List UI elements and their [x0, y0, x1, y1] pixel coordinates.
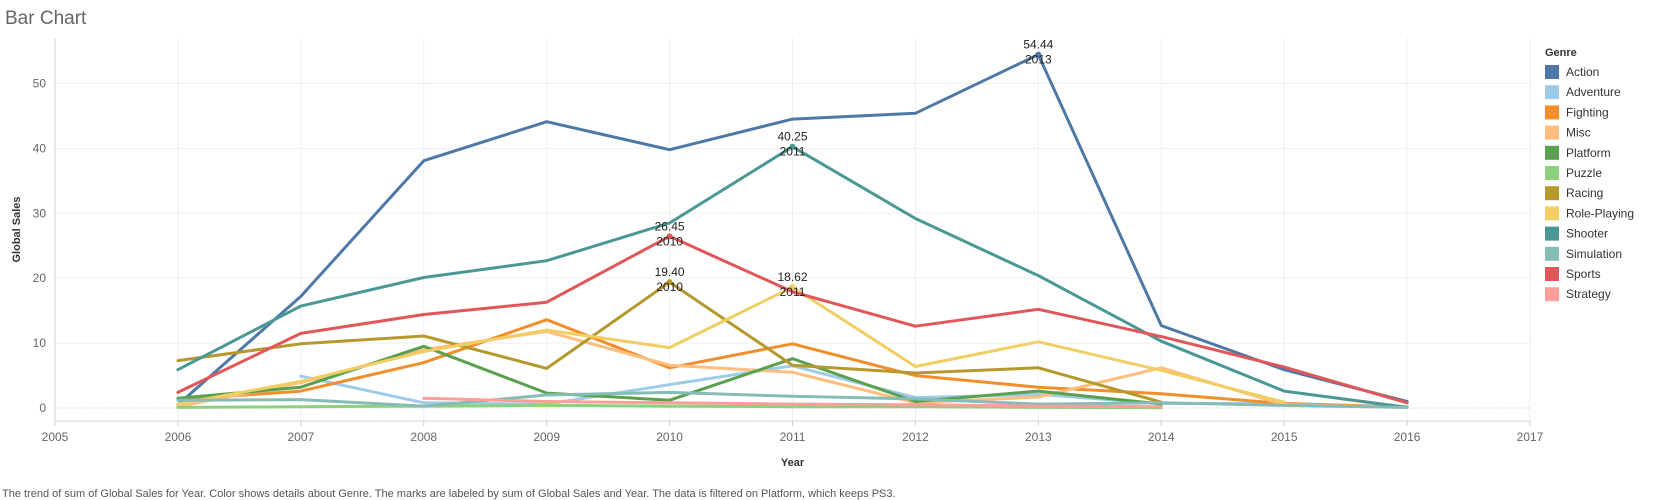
legend-swatch [1545, 85, 1559, 100]
legend-item-shooter[interactable]: Shooter [1566, 227, 1608, 241]
legend-item-platform[interactable]: Platform [1566, 146, 1611, 160]
data-label-year: 2010 [656, 234, 683, 248]
x-tick-label: 2015 [1271, 430, 1298, 444]
y-tick-label: 20 [33, 271, 47, 285]
series-line-action [176, 53, 1409, 407]
legend-swatch [1545, 65, 1559, 79]
data-label-year: 2011 [780, 145, 806, 159]
x-tick-label: 2006 [165, 430, 192, 444]
legend-swatch [1545, 267, 1559, 281]
legend-item-fighting[interactable]: Fighting [1566, 105, 1609, 119]
legend-item-adventure[interactable]: Adventure [1566, 85, 1621, 99]
x-tick-label: 2008 [410, 430, 437, 444]
x-tick-label: 2014 [1148, 430, 1175, 444]
y-tick-label: 50 [33, 76, 47, 90]
annotation-point [789, 143, 796, 150]
chart-caption: The trend of sum of Global Sales for Yea… [2, 488, 896, 500]
legend-item-sports[interactable]: Sports [1566, 267, 1601, 281]
legend-item-puzzle[interactable]: Puzzle [1566, 166, 1602, 180]
x-axis-title: Year [781, 457, 805, 469]
y-tick-label: 10 [33, 336, 47, 350]
annotation-point [789, 284, 796, 291]
series-line-fighting [176, 318, 1409, 409]
series-line-strategy [422, 396, 1163, 409]
legend-swatch [1545, 166, 1559, 180]
annotation-point [1035, 51, 1042, 58]
y-tick-label: 40 [33, 141, 47, 155]
data-label-value: 18.62 [777, 270, 807, 284]
legend-swatch [1545, 246, 1559, 261]
legend-item-strategy[interactable]: Strategy [1566, 287, 1611, 301]
data-label-value: 40.25 [777, 130, 807, 144]
legend-swatch [1545, 125, 1559, 140]
x-axis: 2005 2006 2007 2008 2009 2010 2011 2012 2013 2014… [42, 420, 1544, 469]
legend-item-racing[interactable]: Racing [1566, 186, 1603, 200]
y-tick-label: 30 [33, 206, 47, 220]
series-line-simulation [176, 390, 1409, 409]
x-tick-label: 2012 [902, 430, 929, 444]
legend-swatch [1545, 105, 1559, 120]
legend-item-role-playing[interactable]: Role-Playing [1566, 206, 1634, 220]
legend-item-simulation[interactable]: Simulation [1566, 247, 1622, 261]
data-label-year: 2010 [656, 280, 683, 294]
x-tick-label: 2011 [780, 430, 806, 444]
x-tick-label: 2005 [42, 430, 69, 444]
legend-swatch [1545, 206, 1559, 221]
legend-swatch [1545, 226, 1559, 241]
legend-swatch [1545, 186, 1559, 201]
series-line-platform [176, 344, 1163, 406]
x-tick-label: 2016 [1394, 430, 1421, 444]
legend-title: Genre [1545, 47, 1577, 59]
annotation-point [666, 233, 673, 240]
y-axis: 0 10 20 30 40 50 Global Sales [11, 38, 56, 421]
x-tick-label: 2017 [1517, 430, 1544, 444]
series-line-role-playing [176, 285, 1286, 406]
legend-swatch [1545, 287, 1559, 302]
y-axis-title: Global Sales [11, 196, 23, 262]
data-label-value: 19.40 [655, 265, 685, 279]
data-label-year: 2011 [780, 285, 806, 299]
x-tick-label: 2007 [287, 430, 314, 444]
data-label-value: 54.44 [1023, 38, 1053, 52]
legend-swatch [1545, 145, 1559, 160]
x-tick-label: 2010 [656, 430, 683, 444]
x-tick-label: 2013 [1025, 430, 1052, 444]
data-label-year: 2013 [1025, 53, 1052, 67]
legend: Genre Action Adventure Fighting Misc Platform… [1545, 47, 1634, 302]
annotation-point [666, 279, 673, 286]
legend-item-action[interactable]: Action [1566, 65, 1599, 79]
chart-title: Bar Chart [5, 8, 87, 29]
data-labels: 54.44201340.25201126.45201018.62201119.4… [655, 38, 1054, 300]
x-tick-label: 2009 [533, 430, 560, 444]
y-tick-label: 0 [39, 401, 46, 415]
data-label-value: 26.45 [655, 219, 685, 233]
legend-item-misc[interactable]: Misc [1566, 126, 1591, 140]
series-line-sports [176, 234, 1409, 405]
